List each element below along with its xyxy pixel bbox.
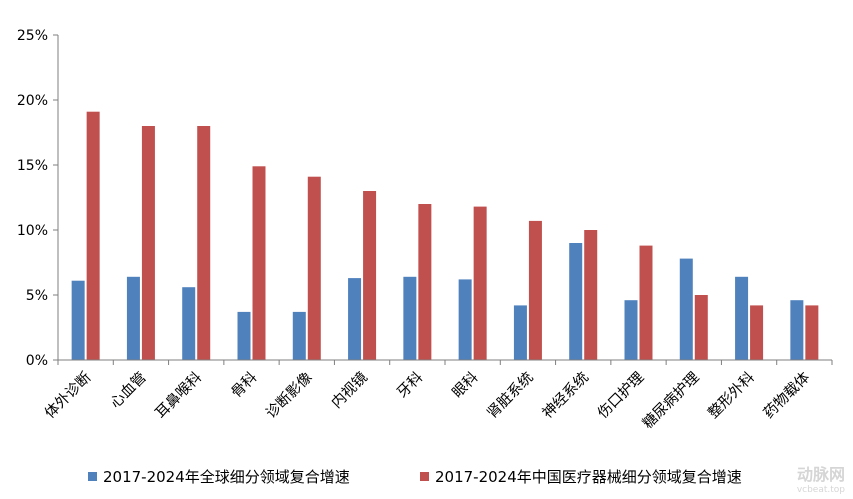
x-tick-label: 伤口护理 bbox=[594, 368, 647, 421]
watermark-logo: 动脉网 bbox=[796, 465, 845, 484]
bar-global bbox=[182, 287, 196, 360]
x-tick-label: 心血管 bbox=[107, 369, 150, 412]
x-tick-label: 牙科 bbox=[394, 369, 427, 402]
legend-label-china: 2017-2024年中国医疗器械细分领域复合增速 bbox=[435, 468, 742, 486]
bar-china bbox=[805, 305, 819, 360]
bar-chart: 0% 5% 10% 15% 20% 25% 体外诊断 心血管 耳鼻喉科 骨科 诊断影像 内视镜 牙科眼… bbox=[17, 28, 833, 432]
bars bbox=[71, 111, 819, 360]
bar-global bbox=[735, 276, 749, 360]
bar-global bbox=[403, 276, 417, 360]
y-tick-label: 10% bbox=[17, 223, 48, 239]
bar-global bbox=[513, 305, 527, 360]
legend: 2017-2024年全球细分领域复合增速 2017-2024年中国医疗器械细分领… bbox=[0, 466, 853, 492]
x-tick-label: 耳鼻喉科 bbox=[152, 369, 205, 422]
legend-item-global: 2017-2024年全球细分领域复合增速 bbox=[88, 466, 350, 487]
bar-china bbox=[639, 245, 653, 360]
bar-global bbox=[679, 258, 693, 360]
x-axis: 体外诊断 心血管 耳鼻喉科 骨科 诊断影像 内视镜 牙科 眼科 肾脏系统 神经系统 伤口护理糖尿病护… bbox=[41, 359, 833, 432]
x-tick-label: 糖尿病护理 bbox=[639, 368, 703, 432]
y-axis: 0% 5% 10% 15% 20% 25% bbox=[17, 28, 59, 369]
legend-swatch-china bbox=[420, 472, 429, 481]
x-tick-label: 体外诊断 bbox=[41, 369, 94, 422]
bar-china bbox=[584, 230, 598, 360]
legend-item-china: 2017-2024年中国医疗器械细分领域复合增速 bbox=[420, 466, 742, 487]
x-tick-label: 内视镜 bbox=[327, 368, 370, 411]
bar-china bbox=[141, 126, 155, 360]
y-tick-label: 25% bbox=[17, 28, 48, 44]
bar-global bbox=[126, 276, 140, 360]
bar-china bbox=[197, 126, 211, 360]
x-tick-label: 诊断影像 bbox=[263, 368, 316, 421]
x-tick-label: 眼科 bbox=[449, 369, 482, 402]
bar-global bbox=[292, 311, 306, 360]
y-tick-label: 0% bbox=[26, 353, 48, 369]
watermark: 动脉网 vcbeat.top bbox=[797, 461, 845, 495]
bar-china bbox=[528, 220, 542, 360]
bar-global bbox=[458, 279, 472, 360]
y-tick-label: 20% bbox=[17, 93, 48, 109]
bar-china bbox=[418, 204, 432, 360]
bar-global bbox=[790, 300, 804, 360]
x-tick-label: 整形外科 bbox=[705, 369, 758, 422]
bar-global bbox=[569, 243, 583, 360]
bar-global bbox=[624, 300, 638, 360]
legend-swatch-global bbox=[88, 472, 97, 481]
bar-global bbox=[71, 280, 85, 360]
bar-china bbox=[473, 206, 487, 360]
legend-label-global: 2017-2024年全球细分领域复合增速 bbox=[103, 468, 350, 486]
x-tick-label: 肾脏系统 bbox=[484, 369, 537, 422]
bar-china bbox=[694, 295, 708, 360]
x-tick-label: 药物载体 bbox=[760, 368, 813, 421]
x-tick-label: 神经系统 bbox=[539, 369, 592, 422]
bar-china bbox=[363, 191, 377, 360]
bar-china bbox=[307, 176, 321, 360]
bar-global bbox=[237, 311, 251, 360]
bar-china bbox=[750, 305, 764, 360]
bar-china bbox=[86, 111, 100, 360]
y-tick-label: 15% bbox=[17, 158, 48, 174]
y-tick-label: 5% bbox=[26, 288, 48, 304]
x-tick-label: 骨科 bbox=[228, 369, 261, 402]
bar-china bbox=[252, 166, 266, 360]
watermark-url: vcbeat.top bbox=[796, 485, 845, 495]
bar-global bbox=[348, 278, 362, 360]
